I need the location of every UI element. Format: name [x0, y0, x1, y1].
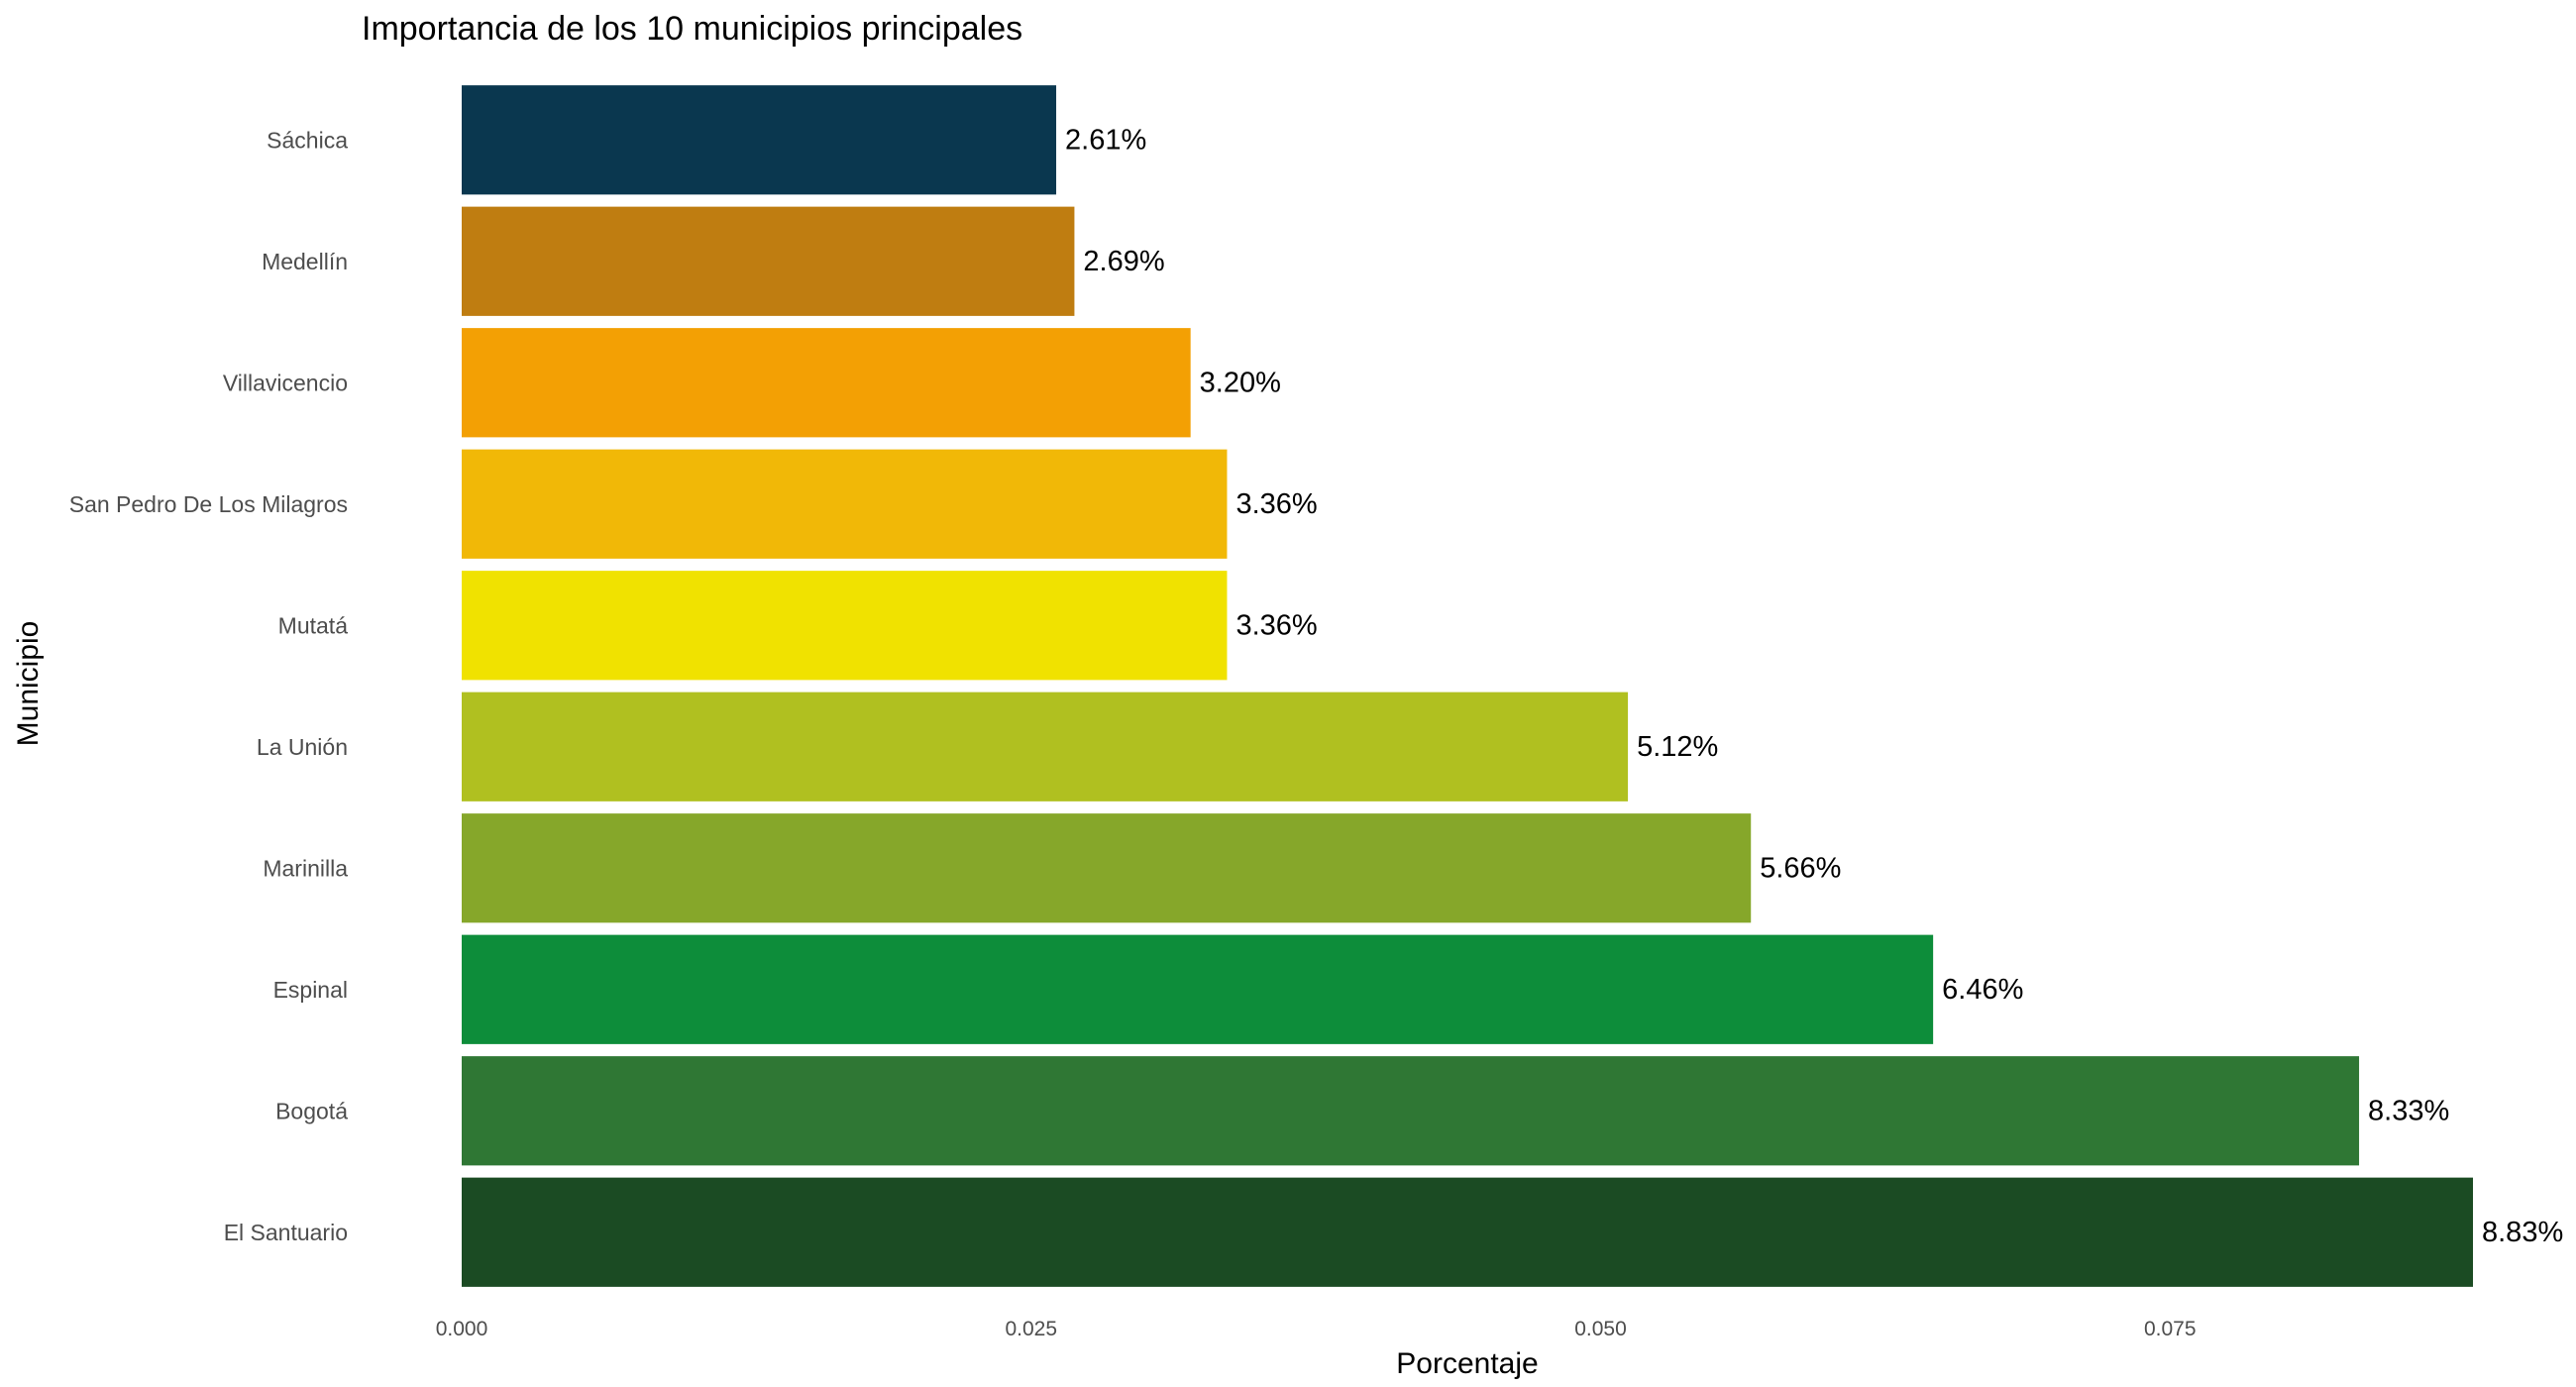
data-label-4: 3.36%: [1235, 609, 1317, 641]
x-axis-ticks: 0.000 0.025 0.050 0.075: [436, 1318, 2197, 1340]
bar-6: [462, 813, 1752, 923]
bar-9: [462, 1177, 2473, 1287]
category-label-1: Medellín: [262, 249, 348, 274]
x-tick-label-1: 0.025: [1005, 1318, 1057, 1340]
data-label-5: 5.12%: [1637, 731, 1718, 763]
bar-2: [462, 328, 1191, 438]
category-label-5: La Unión: [257, 734, 348, 760]
category-label-6: Marinilla: [263, 855, 348, 881]
bar-8: [462, 1056, 2360, 1166]
category-label-7: Espinal: [273, 977, 348, 1003]
data-label-8: 8.33%: [2368, 1095, 2449, 1126]
category-label-8: Bogotá: [275, 1098, 348, 1123]
data-label-9: 8.83%: [2482, 1217, 2563, 1248]
bar-7: [462, 934, 1934, 1044]
category-label-2: Villavicencio: [223, 370, 348, 395]
data-label-1: 2.69%: [1083, 246, 1164, 277]
bar-3: [462, 449, 1228, 559]
bar-0: [462, 85, 1057, 195]
x-tick-label-2: 0.050: [1574, 1318, 1627, 1340]
x-tick-label-0: 0.000: [436, 1318, 488, 1340]
x-axis-title: Porcentaje: [1396, 1347, 1538, 1380]
category-label-0: Sáchica: [267, 127, 348, 153]
data-label-2: 3.20%: [1200, 367, 1281, 398]
category-label-9: El Santuario: [224, 1220, 348, 1245]
bar-4: [462, 571, 1228, 681]
data-label-7: 6.46%: [1942, 974, 2023, 1006]
category-label-3: San Pedro De Los Milagros: [69, 491, 348, 517]
x-tick-label-3: 0.075: [2144, 1318, 2197, 1340]
bar-1: [462, 206, 1075, 316]
bars-layer: Sáchica 2.61% Medellín 2.69% Villavicencio 3.…: [69, 85, 2563, 1287]
y-axis-title: Municipio: [12, 621, 45, 747]
data-label-0: 2.61%: [1065, 124, 1146, 156]
bar-5: [462, 692, 1629, 801]
category-label-4: Mutatá: [278, 612, 349, 638]
chart-title: Importancia de los 10 municipios princip…: [362, 10, 1022, 48]
data-label-6: 5.66%: [1760, 852, 1841, 884]
data-label-3: 3.36%: [1235, 488, 1317, 520]
